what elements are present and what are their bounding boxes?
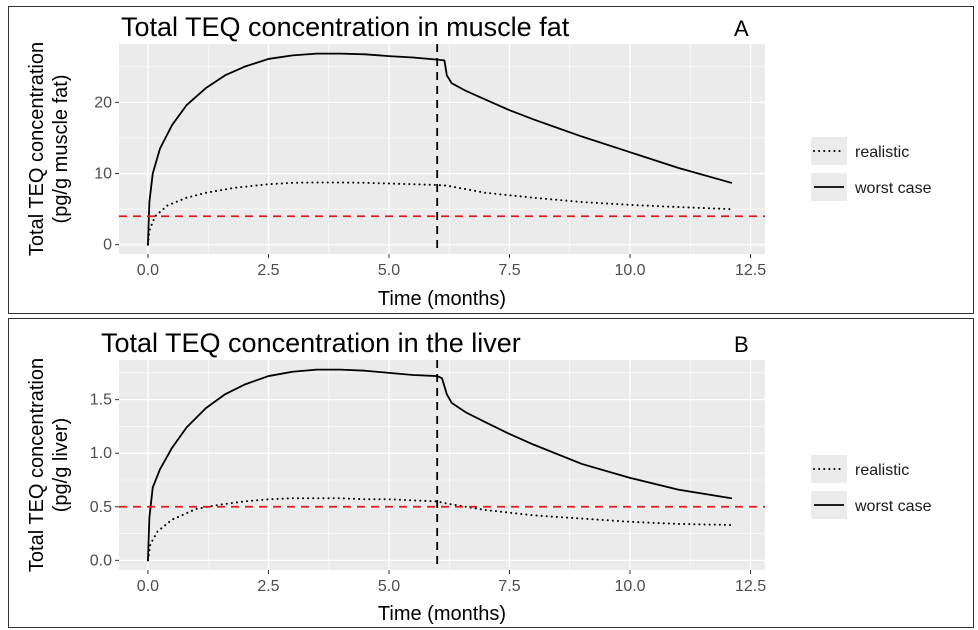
chart-a-series (146, 52, 733, 246)
chart-panel-b: Total TEQ concentration in the liver B 0… (8, 318, 974, 628)
chart-a-y-axis-title-line-2: (pg/g muscle fat) (50, 75, 72, 224)
chart-a-x-axis-title: Time (months) (378, 288, 506, 310)
chart-b-series-line-worst-case (147, 368, 733, 562)
chart-a-legend: realistic worst case (811, 137, 932, 201)
chart-b-x-tick-label: 5.0 (378, 578, 400, 595)
chart-b-series (146, 368, 733, 562)
chart-b-x-tick-label: 10.0 (614, 578, 645, 595)
chart-a-y-tick-label: 20 (94, 94, 112, 111)
chart-b-legend-label-worst-case: worst case (854, 498, 932, 515)
chart-b-y-tick-label: 1.5 (90, 392, 112, 409)
chart-a-x-tick-label: 12.5 (735, 262, 766, 279)
chart-b-y-axis-title-line-2: (pg/g liver) (50, 418, 72, 512)
chart-a-y-tick-label: 10 (94, 166, 112, 183)
chart-b-panel-letter: B (734, 332, 749, 357)
chart-b-svg: Total TEQ concentration in the liver B 0… (26, 328, 932, 625)
chart-b-y-axis-title-line-1: Total TEQ concentration (26, 358, 48, 572)
chart-b-y-tick-label: 0.0 (90, 552, 112, 569)
chart-b-legend: realistic worst case (811, 455, 932, 519)
chart-a-reference-lines (119, 44, 765, 254)
chart-b-x-tick-label: 12.5 (735, 578, 766, 595)
chart-a-y-tick-label: 0 (103, 237, 112, 254)
chart-a-title: Total TEQ concentration in muscle fat (121, 12, 570, 42)
chart-b-x-axis-title: Time (months) (378, 603, 506, 625)
chart-a-x-tick-label: 7.5 (498, 262, 520, 279)
chart-b-y-tick-label: 1.0 (90, 445, 112, 462)
chart-panel-a: Total TEQ concentration in muscle fat A … (8, 6, 974, 314)
chart-b-reference-lines (119, 360, 765, 570)
chart-b-y-tick-label: 0.5 (90, 499, 112, 516)
chart-b-legend-label-realistic: realistic (855, 462, 909, 479)
chart-a-x-tick-label: 5.0 (378, 262, 400, 279)
chart-a-grid (119, 44, 765, 254)
chart-b-plot-background (119, 360, 765, 570)
chart-a-ticks: 0.0 2.5 5.0 7.5 10.0 12.5 0 10 20 (94, 94, 766, 279)
chart-a-series-line-worst-case (147, 52, 733, 246)
chart-b-title: Total TEQ concentration in the liver (101, 328, 521, 358)
chart-b-x-tick-label: 7.5 (498, 578, 520, 595)
chart-a-y-axis-title-line-1: Total TEQ concentration (26, 42, 48, 256)
chart-b-ticks: 0.0 2.5 5.0 7.5 10.0 12.5 0.0 0.5 1.0 1.5 (90, 392, 766, 595)
chart-b-series-line-realistic (146, 497, 733, 562)
chart-b-x-tick-label: 0.0 (137, 578, 159, 595)
chart-a-legend-label-realistic: realistic (855, 144, 909, 161)
chart-a-svg: Total TEQ concentration in muscle fat A … (26, 12, 932, 310)
chart-a-legend-label-worst-case: worst case (854, 180, 932, 197)
chart-b-x-tick-label: 2.5 (257, 578, 279, 595)
chart-a-x-tick-label: 10.0 (614, 262, 645, 279)
chart-a-panel-letter: A (734, 16, 749, 41)
chart-a-x-tick-label: 0.0 (137, 262, 159, 279)
chart-a-x-tick-label: 2.5 (257, 262, 279, 279)
chart-a-plot-background (119, 44, 765, 254)
